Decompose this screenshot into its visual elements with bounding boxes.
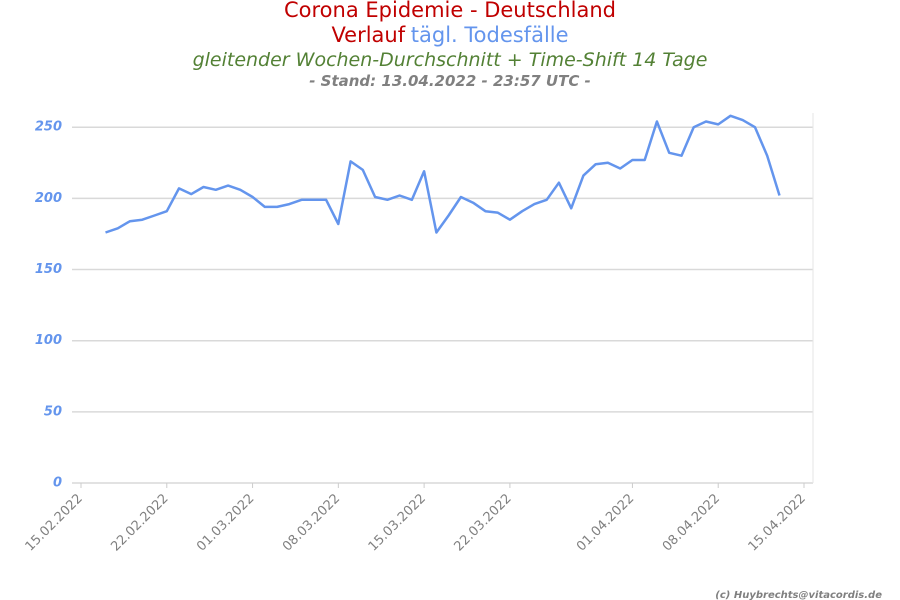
x-tick-label: 15.03.2022	[366, 491, 429, 554]
credit: (c) Huybrechts@vitacordis.de	[715, 590, 882, 600]
y-tick-label: 0	[53, 476, 62, 491]
x-tick-label: 15.04.2022	[746, 491, 809, 554]
x-tick-label: 01.04.2022	[574, 491, 637, 554]
x-tick-label: 15.02.2022	[23, 491, 86, 554]
y-tick-label: 150	[35, 262, 62, 277]
x-tick-label: 08.03.2022	[280, 491, 343, 554]
series-name: tägl. Todesfälle	[411, 23, 569, 47]
chart-title: Corona Epidemie - Deutschland	[284, 0, 616, 22]
y-tick-label: 200	[35, 191, 62, 206]
chart-title-line2: Verlauf tägl. Todesfälle	[331, 23, 568, 47]
title-prefix: Verlauf	[331, 23, 405, 47]
x-tick-label: 01.03.2022	[194, 491, 257, 554]
y-tick-label: 50	[44, 404, 62, 419]
y-tick-label: 100	[35, 333, 62, 348]
x-tick-label: 08.04.2022	[660, 491, 723, 554]
x-tick-label: 22.02.2022	[108, 491, 171, 554]
data-line	[105, 114, 781, 234]
y-tick-label: 250	[35, 120, 62, 135]
x-tick-label: 22.03.2022	[451, 491, 514, 554]
stand-note: - Stand: 13.04.2022 - 23:57 UTC -	[309, 72, 591, 90]
subtitle: gleitender Wochen-Durchschnitt + Time-Sh…	[193, 49, 708, 71]
